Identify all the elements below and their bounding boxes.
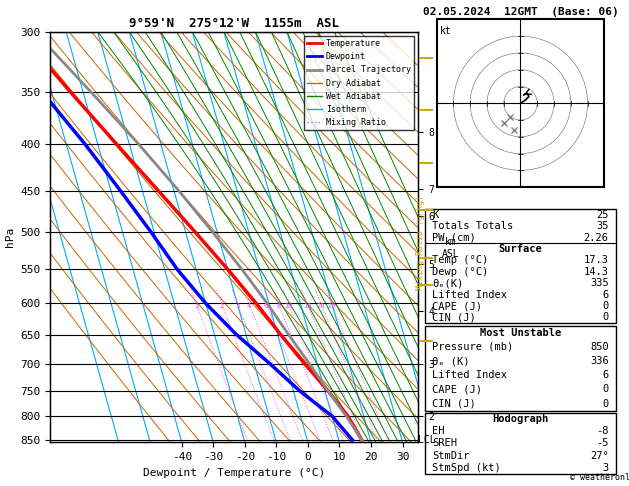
Text: Lifted Index: Lifted Index bbox=[432, 370, 507, 380]
Text: Surface: Surface bbox=[499, 244, 542, 254]
Text: 10: 10 bbox=[284, 303, 292, 310]
Text: Dewp (°C): Dewp (°C) bbox=[432, 267, 489, 277]
Text: 2: 2 bbox=[220, 303, 224, 310]
Text: SREH: SREH bbox=[432, 438, 457, 449]
Text: EH: EH bbox=[432, 426, 445, 436]
Text: 335: 335 bbox=[590, 278, 609, 288]
Text: © weatheronline.co.uk: © weatheronline.co.uk bbox=[571, 473, 629, 482]
Text: StmDir: StmDir bbox=[432, 451, 470, 461]
Text: 0: 0 bbox=[603, 312, 609, 323]
Y-axis label: hPa: hPa bbox=[5, 227, 15, 247]
Text: Hodograph: Hodograph bbox=[493, 414, 548, 424]
Title: 9°59'N  275°12'W  1155m  ASL: 9°59'N 275°12'W 1155m ASL bbox=[130, 17, 339, 31]
Text: θₑ (K): θₑ (K) bbox=[432, 356, 470, 366]
Text: 15: 15 bbox=[303, 303, 311, 310]
Text: StmSpd (kt): StmSpd (kt) bbox=[432, 463, 501, 473]
Text: 0: 0 bbox=[603, 399, 609, 409]
Text: Temp (°C): Temp (°C) bbox=[432, 255, 489, 265]
Text: 336: 336 bbox=[590, 356, 609, 366]
Text: 02.05.2024  12GMT  (Base: 06): 02.05.2024 12GMT (Base: 06) bbox=[423, 7, 618, 17]
Text: CAPE (J): CAPE (J) bbox=[432, 384, 482, 395]
Text: LCL: LCL bbox=[418, 435, 436, 445]
Text: 6: 6 bbox=[264, 303, 268, 310]
Y-axis label: km
ASL: km ASL bbox=[442, 237, 459, 259]
Text: 3: 3 bbox=[235, 303, 240, 310]
Legend: Temperature, Dewpoint, Parcel Trajectory, Dry Adiabat, Wet Adiabat, Isotherm, Mi: Temperature, Dewpoint, Parcel Trajectory… bbox=[304, 36, 414, 130]
Text: 6: 6 bbox=[603, 290, 609, 300]
Text: Pressure (mb): Pressure (mb) bbox=[432, 342, 513, 352]
Text: 14.3: 14.3 bbox=[584, 267, 609, 277]
Text: 4: 4 bbox=[247, 303, 251, 310]
Text: 2.26: 2.26 bbox=[584, 232, 609, 243]
Text: CIN (J): CIN (J) bbox=[432, 399, 476, 409]
Text: 6: 6 bbox=[603, 370, 609, 380]
Text: -5: -5 bbox=[596, 438, 609, 449]
Text: Lifted Index: Lifted Index bbox=[432, 290, 507, 300]
Text: 0: 0 bbox=[603, 384, 609, 395]
Text: PW (cm): PW (cm) bbox=[432, 232, 476, 243]
Text: Mixing Ratio (g/kg): Mixing Ratio (g/kg) bbox=[416, 195, 425, 291]
Text: 20: 20 bbox=[316, 303, 325, 310]
Text: Most Unstable: Most Unstable bbox=[480, 328, 561, 338]
Text: kt: kt bbox=[440, 26, 452, 36]
Text: 8: 8 bbox=[276, 303, 281, 310]
Text: 35: 35 bbox=[596, 221, 609, 231]
Text: 17.3: 17.3 bbox=[584, 255, 609, 265]
Text: 850: 850 bbox=[590, 342, 609, 352]
Text: 27°: 27° bbox=[590, 451, 609, 461]
Text: K: K bbox=[432, 209, 438, 220]
Text: 0: 0 bbox=[603, 301, 609, 311]
Text: θₑ(K): θₑ(K) bbox=[432, 278, 464, 288]
Text: 1: 1 bbox=[194, 303, 198, 310]
Text: 3: 3 bbox=[603, 463, 609, 473]
Text: Totals Totals: Totals Totals bbox=[432, 221, 513, 231]
Text: 25: 25 bbox=[596, 209, 609, 220]
X-axis label: Dewpoint / Temperature (°C): Dewpoint / Temperature (°C) bbox=[143, 468, 325, 478]
Text: CIN (J): CIN (J) bbox=[432, 312, 476, 323]
Text: CAPE (J): CAPE (J) bbox=[432, 301, 482, 311]
Text: 25: 25 bbox=[327, 303, 336, 310]
Text: -8: -8 bbox=[596, 426, 609, 436]
